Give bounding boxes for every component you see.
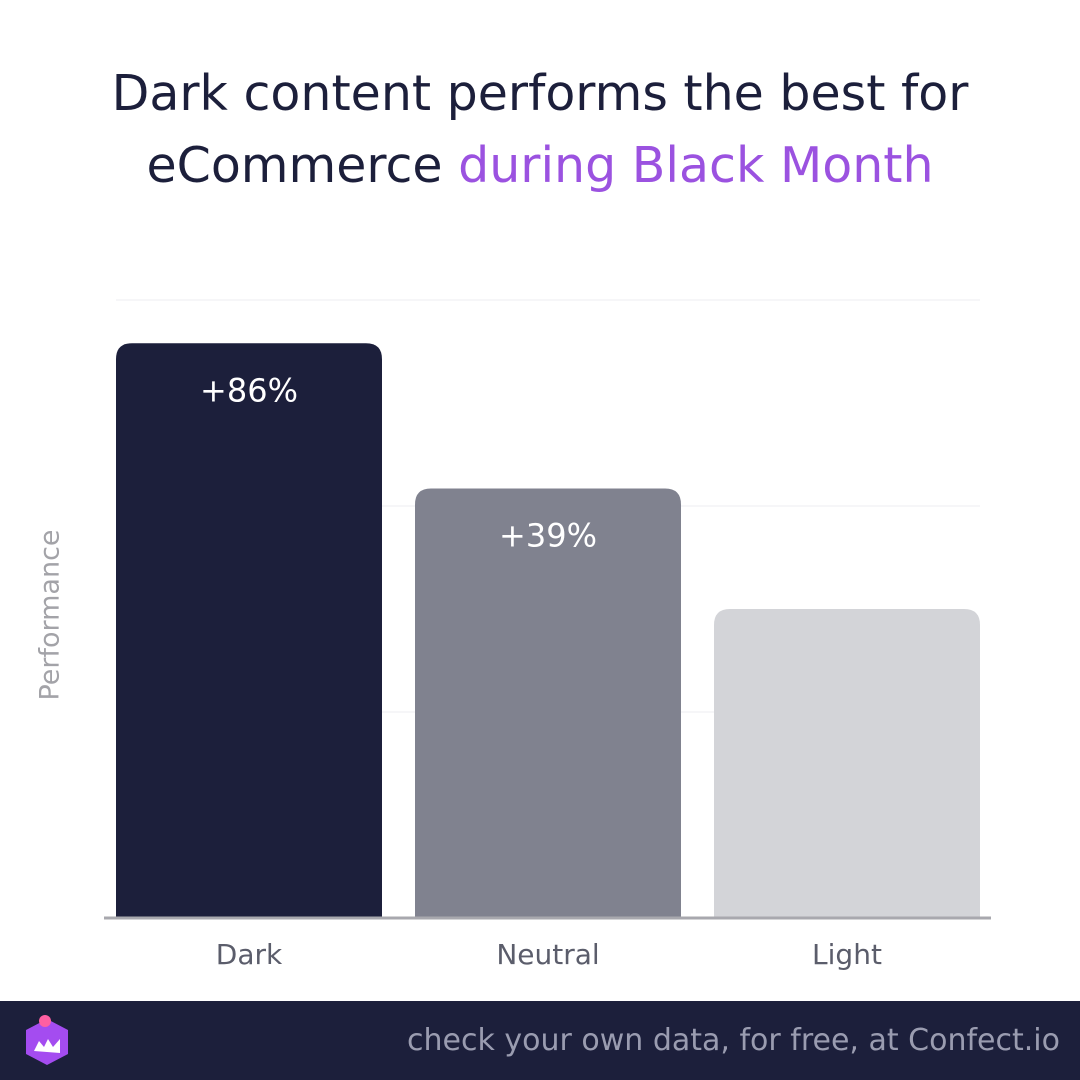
bar-dark <box>116 343 382 918</box>
confect-logo-icon[interactable] <box>22 1015 72 1069</box>
footer-cta-text[interactable]: check your own data, for free, at Confec… <box>407 1023 1060 1058</box>
title-line-1: Dark content performs the best for <box>111 65 969 122</box>
bar-chart: +86% Dark +39% Neutral Light <box>104 299 991 971</box>
title-line-2-accent: during Black Month <box>458 137 934 194</box>
bar-light <box>714 609 980 918</box>
data-label-dark: +86% <box>200 371 298 409</box>
chart-title: Dark content performs the best for eComm… <box>0 58 1080 202</box>
footer-banner: check your own data, for free, at Confec… <box>0 1001 1080 1080</box>
bar-neutral <box>415 488 681 918</box>
data-label-neutral: +39% <box>499 516 597 554</box>
x-tick-label-light: Light <box>812 938 882 971</box>
title-line-2-plain: eCommerce <box>146 137 443 194</box>
x-tick-label-neutral: Neutral <box>496 938 599 971</box>
x-tick-label-dark: Dark <box>216 938 283 971</box>
